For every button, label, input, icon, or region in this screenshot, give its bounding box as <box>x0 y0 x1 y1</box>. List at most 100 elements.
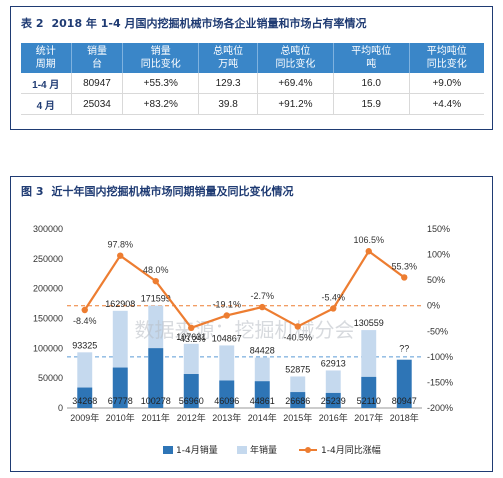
annual-data-label: 162908 <box>105 299 135 309</box>
table-title: 表 2 2018 年 1-4 月国内挖掘机械市场各企业销量和市场占有率情况 <box>21 15 366 31</box>
table-cell: +55.3% <box>122 73 200 94</box>
y2-tick-label: 50% <box>427 275 445 285</box>
sales-table-card: 表 2 2018 年 1-4 月国内挖掘机械市场各企业销量和市场占有率情况 统计周… <box>10 6 493 130</box>
yoy-growth-point <box>188 324 195 332</box>
header-avg-tonnage: 平均吨位吨 <box>333 43 410 73</box>
yoy-growth-point <box>117 252 124 259</box>
x-tick-label: 2015年 <box>283 412 312 423</box>
table-title-text: 2018 年 1-4 月国内挖掘机械市场各企业销量和市场占有率情况 <box>51 17 367 30</box>
yoy-growth-point <box>294 323 301 330</box>
table-cell: 15.9 <box>333 93 410 115</box>
ytd-data-label: 46096 <box>214 396 239 406</box>
ytd-data-label: 34268 <box>72 396 97 406</box>
yoy-data-label: 55.3% <box>391 261 417 271</box>
legend-label: 年销量 <box>250 444 277 456</box>
chart-title-text: 近十年国内挖掘机械市场同期销量及同比变化情况 <box>51 185 294 198</box>
y2-tick-label: 100% <box>427 250 450 260</box>
table-cell: 80947 <box>71 73 124 94</box>
ytd-data-label: 44861 <box>250 396 275 406</box>
header-cell-text: 统计 周期 <box>35 46 56 70</box>
header-cell-text: 平均吨位吨 <box>351 46 392 70</box>
ytd-data-label: 56960 <box>179 396 204 406</box>
ytd-sales-bar <box>290 392 306 408</box>
header-sales-yoy: 销量 同比变化 <box>122 43 200 73</box>
x-tick-label: 2013年 <box>212 412 241 423</box>
legend-swatch-marker <box>305 447 311 453</box>
y-tick-label: 50000 <box>38 373 63 383</box>
annual-data-label: 107631 <box>176 332 206 342</box>
table-cell: 16.0 <box>333 73 410 94</box>
table-cell: 25034 <box>71 93 124 115</box>
yoy-data-label: -5.4% <box>321 292 345 302</box>
table-cell: +83.2% <box>122 93 200 115</box>
x-tick-label: 2010年 <box>106 412 135 423</box>
annual-data-label: ?? <box>399 344 409 354</box>
ytd-sales-bar <box>148 348 164 408</box>
ytd-data-label: 80947 <box>392 396 417 406</box>
x-tick-label: 2009年 <box>70 412 99 423</box>
x-tick-label: 2017年 <box>354 412 383 423</box>
combo-chart: 0 50000 100000 150000 200000 250000 300000 -200… <box>33 224 453 456</box>
ytd-data-label: 67778 <box>108 396 133 406</box>
legend-swatch-ytd <box>163 446 173 454</box>
watermark: 数据来源：挖掘机械分会 <box>135 318 355 342</box>
header-sales: 销量台 <box>71 43 124 73</box>
yoy-growth-point <box>401 274 408 281</box>
ytd-sales-bar <box>325 392 341 408</box>
ytd-sales-bar <box>396 359 412 408</box>
y2-tick-label: -200% <box>427 403 453 413</box>
y2-tick-label: 0% <box>427 301 440 311</box>
table-cell: +69.4% <box>257 73 334 94</box>
header-tonnage-yoy: 总吨位 同比变化 <box>257 43 334 73</box>
y-tick-label: 300000 <box>33 224 63 234</box>
yoy-data-label: -19.1% <box>212 299 241 309</box>
yoy-growth-point <box>81 306 88 314</box>
yoy-growth-point <box>259 303 266 311</box>
yoy-data-label: 97.8% <box>107 240 133 250</box>
annual-data-label: 93325 <box>72 340 97 350</box>
legend-label: 1-4月销量 <box>176 444 218 456</box>
chart-number: 图 3 <box>21 185 44 198</box>
annual-data-label: 104867 <box>212 333 242 343</box>
ytd-sales-bar <box>219 380 235 408</box>
table-row: 1-4 月 80947 +55.3% 129.3 +69.4% 16.0 +9.… <box>21 73 484 94</box>
table-number: 表 2 <box>21 17 44 30</box>
sales-table: 统计 周期 销量台 销量 同比变化 总吨位 万吨 总吨位 同比变化 平均吨位吨 平均吨位… <box>21 43 484 115</box>
annual-data-label: 52875 <box>285 364 310 374</box>
y2-tick-label: -150% <box>427 377 453 387</box>
table-cell: 39.8 <box>198 93 259 115</box>
header-tonnage: 总吨位 万吨 <box>198 43 259 73</box>
x-tick-label: 2014年 <box>248 412 277 423</box>
header-period: 统计 周期 <box>21 43 72 73</box>
yoy-growth-point <box>330 305 337 312</box>
ytd-sales-bar <box>183 374 199 408</box>
ytd-data-label: 52110 <box>357 396 381 406</box>
table-row: 4 月 25034 +83.2% 39.8 +91.2% 15.9 +4.4% <box>21 93 484 115</box>
yoy-data-label: 48.0% <box>143 265 169 275</box>
ytd-sales-bar <box>112 367 128 408</box>
annual-data-label: 130559 <box>354 318 384 328</box>
yoy-growth-point <box>365 248 372 255</box>
yoy-data-label: 106.5% <box>353 235 384 245</box>
yoy-data-label: -8.4% <box>73 316 97 326</box>
yoy-growth-point <box>223 312 230 319</box>
y-tick-label: 200000 <box>33 284 63 294</box>
x-tick-label: 2012年 <box>177 412 206 423</box>
table-cell: +4.4% <box>409 93 484 115</box>
y2-tick-label: -100% <box>427 352 453 362</box>
y-tick-label: 100000 <box>33 343 63 353</box>
yoy-data-label: -43.2% <box>177 334 206 344</box>
ytd-sales-bar <box>254 381 270 408</box>
table-cell: +9.0% <box>409 73 484 94</box>
header-cell-text: 平均吨位 同比变化 <box>426 46 467 70</box>
table-cell: +91.2% <box>257 93 334 115</box>
header-cell-text: 销量台 <box>86 46 107 70</box>
table-cell: 129.3 <box>198 73 259 94</box>
header-cell-text: 总吨位 同比变化 <box>275 46 316 70</box>
x-tick-label: 2011年 <box>142 412 170 423</box>
header-cell-text: 销量 同比变化 <box>140 46 181 70</box>
x-tick-label: 2016年 <box>319 412 348 423</box>
chart-title: 图 3 近十年国内挖掘机械市场同期销量及同比变化情况 <box>21 183 293 199</box>
y-tick-label: 250000 <box>33 254 63 264</box>
ytd-data-label: 25239 <box>321 396 346 406</box>
